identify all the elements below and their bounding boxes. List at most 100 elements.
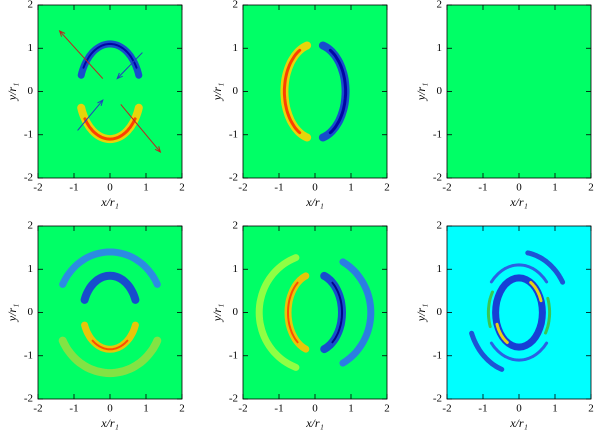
x-tick-label: 2 — [179, 182, 185, 194]
x-tick-label: 0 — [312, 182, 318, 194]
y-tick-label: -2 — [24, 393, 33, 405]
x-tick-label: -2 — [238, 403, 247, 415]
y-tick-label: 1 — [437, 42, 443, 54]
x-tick-label: -2 — [238, 182, 247, 194]
y-tick-label: -1 — [229, 349, 238, 361]
ring-arc — [331, 281, 343, 344]
x-tick-label: -1 — [478, 182, 487, 194]
x-tick-label: 0 — [107, 403, 113, 415]
panel: -2 -1 0 1 2 -2 -1 0 1 2 x/r₁ y/r₁ — [414, 220, 594, 430]
x-axis-label: x/r₁ — [509, 416, 528, 430]
x-tick-label: 0 — [312, 403, 318, 415]
y-tick-label: 2 — [233, 220, 239, 232]
ring-arc — [328, 48, 348, 135]
y-tick-label: -1 — [433, 349, 442, 361]
x-tick-label: 2 — [384, 182, 390, 194]
ring-arc — [339, 258, 375, 367]
y-tick-label: -1 — [24, 349, 33, 361]
panel: -2 -1 0 1 2 -2 -1 0 1 2 x/r₁ y/r₁ — [210, 0, 390, 209]
y-tick-label: 0 — [28, 85, 34, 97]
arrow — [77, 99, 104, 131]
ring-arc — [544, 296, 552, 335]
x-tick-label: -1 — [69, 182, 78, 194]
arrow-head — [116, 72, 123, 80]
y-tick-label: 1 — [233, 263, 239, 275]
y-tick-label: 2 — [28, 0, 34, 11]
y-tick-label: -2 — [433, 172, 442, 184]
x-tick-label: -2 — [33, 403, 42, 415]
plot-area — [242, 4, 388, 179]
arrow — [116, 52, 143, 79]
y-tick-label: -1 — [433, 128, 442, 140]
ring-arc — [486, 290, 494, 329]
ring-arc — [489, 263, 549, 284]
plot-area — [446, 4, 592, 179]
x-axis-label: x/r₁ — [509, 195, 528, 209]
y-tick-label: -2 — [229, 393, 238, 405]
ring-arc — [83, 117, 137, 141]
ring-arc — [287, 281, 299, 344]
x-tick-label: -2 — [33, 182, 42, 194]
y-tick-label: -2 — [433, 393, 442, 405]
x-tick-label: 1 — [552, 403, 558, 415]
panel: -2 -1 0 1 2 -2 -1 0 1 2 x/r₁ y/r₁ — [210, 220, 390, 430]
x-tick-label: 2 — [384, 403, 390, 415]
x-axis-label: x/r₁ — [305, 416, 324, 430]
ring-arc — [489, 341, 549, 362]
ring-arc — [529, 281, 543, 303]
x-axis-label: x/r₁ — [100, 195, 119, 209]
ring-arc — [59, 248, 161, 288]
y-tick-label: 2 — [437, 220, 443, 232]
y-tick-label: 0 — [437, 306, 443, 318]
y-tick-label: -1 — [24, 128, 33, 140]
x-tick-label: 1 — [348, 182, 354, 194]
y-tick-label: -1 — [229, 128, 238, 140]
plot-area — [242, 225, 388, 400]
ring-arc — [91, 339, 129, 351]
y-tick-label: 0 — [437, 85, 443, 97]
x-tick-label: 0 — [516, 182, 522, 194]
x-tick-label: 1 — [348, 403, 354, 415]
y-axis-label: y/r₁ — [5, 83, 19, 102]
x-tick-label: 2 — [588, 403, 594, 415]
y-tick-label: 1 — [437, 263, 443, 275]
y-tick-label: 2 — [437, 0, 443, 11]
panel: -2 -1 0 1 2 -2 -1 0 1 2 x/r₁ y/r₁ — [5, 0, 185, 209]
x-tick-label: -1 — [274, 403, 283, 415]
y-tick-label: 1 — [28, 263, 34, 275]
arrow — [120, 104, 161, 153]
ring-arc — [282, 48, 302, 135]
ring-arc — [495, 322, 509, 344]
y-axis-label: y/r₁ — [210, 304, 224, 323]
x-tick-label: -1 — [69, 403, 78, 415]
y-tick-label: 0 — [233, 85, 239, 97]
y-tick-label: 2 — [28, 220, 34, 232]
arrow-head — [58, 29, 66, 37]
ring-arc — [255, 254, 300, 371]
ring-arc — [80, 271, 140, 304]
arrow-head — [97, 99, 104, 107]
x-tick-label: 1 — [552, 182, 558, 194]
y-tick-label: 2 — [233, 0, 239, 11]
y-tick-label: -2 — [24, 172, 33, 184]
x-tick-label: -2 — [442, 403, 451, 415]
y-axis-label: y/r₁ — [414, 304, 428, 323]
ring-arc — [525, 250, 566, 285]
panel: -2 -1 0 1 2 -2 -1 0 1 2 x/r₁ y/r₁ — [414, 0, 594, 209]
ring-arc — [82, 42, 138, 69]
y-tick-label: 1 — [233, 42, 239, 54]
x-tick-label: 1 — [143, 403, 149, 415]
y-tick-label: -2 — [229, 172, 238, 184]
y-axis-label: y/r₁ — [414, 83, 428, 102]
ring-arc — [469, 330, 505, 372]
y-axis-label: y/r₁ — [5, 304, 19, 323]
x-tick-label: -2 — [442, 182, 451, 194]
y-tick-label: 0 — [233, 306, 239, 318]
x-tick-label: 2 — [179, 403, 185, 415]
plot-area — [446, 225, 592, 400]
x-tick-label: 0 — [516, 403, 522, 415]
x-axis-label: x/r₁ — [305, 195, 324, 209]
arrow-head — [154, 146, 162, 154]
x-tick-label: 2 — [588, 182, 594, 194]
